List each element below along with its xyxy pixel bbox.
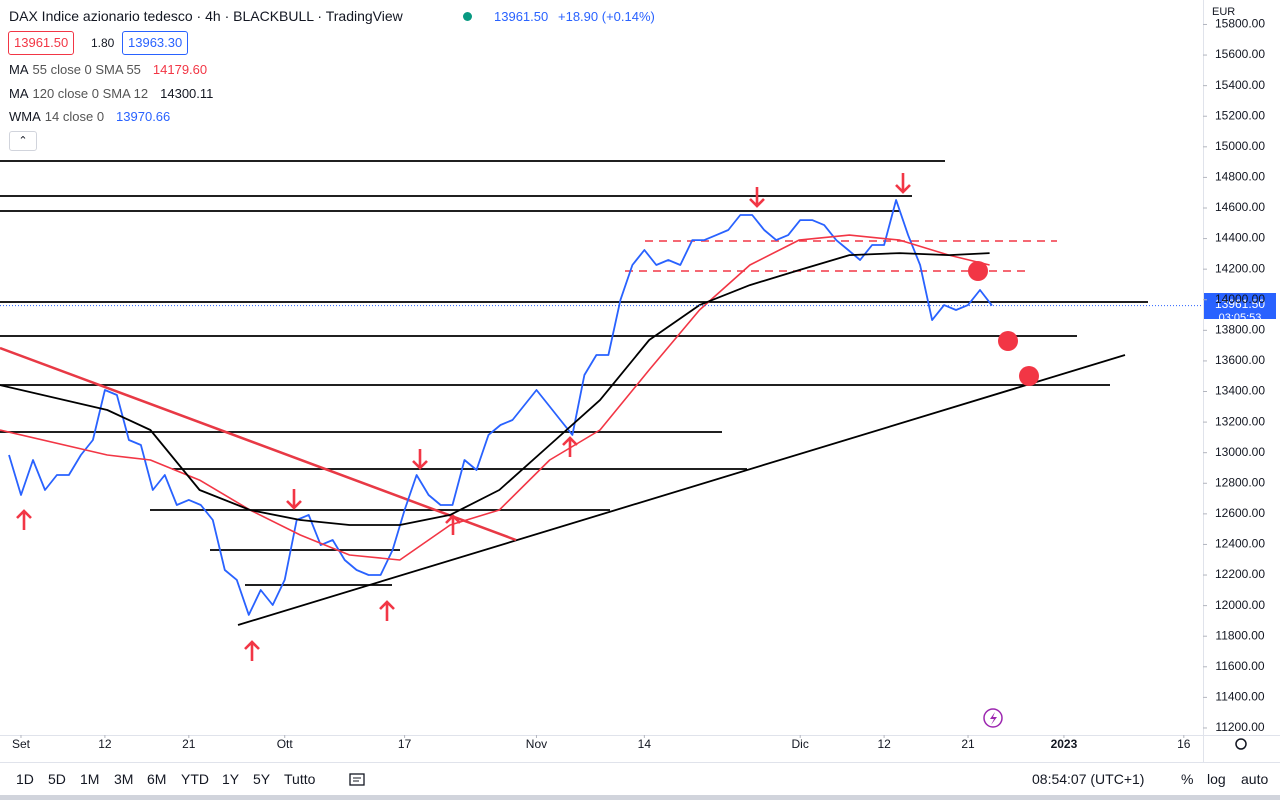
- arrow-down: [412, 449, 428, 470]
- legend-name: WMA: [9, 109, 41, 124]
- x-tick-label: 12: [98, 737, 112, 751]
- y-tick-label: 14800.00: [1215, 170, 1265, 184]
- series-line: [8, 199, 993, 616]
- range-button[interactable]: 5D: [48, 771, 66, 787]
- clock[interactable]: 08:54:07 (UTC+1): [1032, 771, 1145, 787]
- x-tick-label: Set: [12, 737, 31, 751]
- y-tick-label: 15200.00: [1215, 108, 1265, 122]
- ask[interactable]: 13963.30: [122, 31, 189, 55]
- y-tick-label: 14400.00: [1215, 231, 1265, 245]
- y-tick-label: 13800.00: [1215, 323, 1265, 337]
- y-tick-label: 15400.00: [1215, 78, 1265, 92]
- legend-value: 14300.11: [160, 86, 214, 101]
- y-tick-label: 11800.00: [1215, 628, 1264, 642]
- range-button[interactable]: YTD: [181, 771, 209, 787]
- arrow-up: [379, 600, 395, 621]
- y-tick-label: 11400.00: [1215, 690, 1264, 704]
- settings-icon[interactable]: [1235, 738, 1247, 750]
- header-change: +18.90 (+0.14%): [558, 9, 655, 24]
- y-tick-label: 13200.00: [1215, 414, 1265, 428]
- spread: 1.80: [91, 36, 115, 50]
- y-tick-label: 11200.00: [1215, 720, 1264, 734]
- legend-value: 13970.66: [116, 109, 171, 124]
- bottom-strip: [0, 795, 1280, 800]
- y-tick-label: 12800.00: [1215, 475, 1265, 489]
- marker-dot: [968, 261, 988, 281]
- y-tick-label: 12000.00: [1215, 598, 1265, 612]
- price-tag-price: 13961.50: [1215, 297, 1265, 311]
- arrow-down: [895, 173, 911, 194]
- legend-name: MA: [9, 86, 29, 101]
- range-button[interactable]: 1Y: [222, 771, 240, 787]
- legend-params: 55 close 0 SMA 55: [32, 62, 141, 77]
- arrow-up: [445, 514, 461, 535]
- x-tick-label: Ott: [277, 737, 294, 751]
- range-button[interactable]: Tutto: [284, 771, 316, 787]
- range-button[interactable]: 3M: [114, 771, 134, 787]
- arrow-up: [16, 509, 32, 530]
- legend-value: 14179.60: [152, 62, 208, 77]
- x-tick-label: Dic: [792, 737, 809, 751]
- trend-line: [0, 346, 517, 542]
- range-button[interactable]: 1D: [16, 771, 34, 787]
- x-tick-label: 12: [877, 737, 891, 751]
- series: [0, 199, 993, 616]
- x-tick-label: 17: [398, 737, 412, 751]
- y-tick-label: 14000.00: [1215, 292, 1265, 306]
- x-tick-label: 2023: [1051, 737, 1078, 751]
- header-price: 13961.50: [494, 9, 549, 24]
- arrow-down: [286, 489, 302, 510]
- x-tick-label: 21: [961, 737, 975, 751]
- y-tick-label: 12200.00: [1215, 567, 1265, 581]
- y-tick-label: 11600.00: [1215, 659, 1264, 673]
- x-tick-label: Nov: [526, 737, 547, 751]
- drawings: [0, 160, 1148, 661]
- price-tag-countdown: 03:05:53: [1219, 312, 1262, 324]
- toolbar: 1D 5D 1M 3M 6M YTD 1Y 5Y Tutto 08:54:07 (UTC+1) …: [0, 762, 1280, 796]
- y-tick-label: 12400.00: [1215, 537, 1265, 551]
- compare-icon[interactable]: [348, 770, 366, 788]
- percent-toggle[interactable]: %: [1181, 771, 1194, 787]
- y-tick-label: 13400.00: [1215, 384, 1265, 398]
- log-toggle[interactable]: log: [1207, 771, 1226, 787]
- x-tick-label: 21: [182, 737, 196, 751]
- y-tick-label: 13000.00: [1215, 445, 1265, 459]
- x-tick-label: 14: [638, 737, 652, 751]
- status-dot: [463, 12, 472, 21]
- alert-icon[interactable]: [983, 708, 1003, 728]
- legend-params: 14 close 0: [44, 109, 105, 124]
- legend-item: MA 120 close 0 SMA 12 14300.11: [9, 86, 213, 101]
- currency[interactable]: EUR: [1212, 6, 1235, 18]
- marker-dot: [1019, 366, 1039, 386]
- y-tick-label: 14600.00: [1215, 200, 1265, 214]
- arrow-down: [749, 187, 765, 208]
- legend-params: 120 close 0 SMA 12: [32, 86, 149, 101]
- legend-item: WMA 14 close 0 13970.66: [9, 109, 170, 124]
- series-line: [0, 252, 990, 526]
- legend-name: MA: [9, 62, 29, 77]
- series-line: [0, 234, 990, 561]
- y-tick-label: 12600.00: [1215, 506, 1265, 520]
- collapse-button[interactable]: ⌃: [9, 131, 37, 151]
- y-tick-label: 13600.00: [1215, 353, 1265, 367]
- marker-dot: [998, 331, 1018, 351]
- y-tick-label: 15600.00: [1215, 47, 1265, 61]
- chart: 13961.50 03:05:53 EUR 11200.00 11400.00 11…: [0, 0, 1280, 762]
- y-tick-label: 15000.00: [1215, 139, 1265, 153]
- range-button[interactable]: 5Y: [253, 771, 271, 787]
- auto-toggle[interactable]: auto: [1241, 771, 1269, 787]
- y-tick-label: 15800.00: [1215, 17, 1265, 31]
- price-tag: [1204, 293, 1276, 319]
- title: DAX Indice azionario tedesco · 4h · BLAC…: [9, 8, 403, 24]
- x-tick-label: 16: [1177, 737, 1191, 751]
- trend-line: [237, 354, 1126, 626]
- arrow-up: [244, 640, 260, 661]
- y-tick-label: 14200.00: [1215, 261, 1265, 275]
- range-button[interactable]: 6M: [147, 771, 167, 787]
- bid[interactable]: 13961.50: [8, 31, 75, 55]
- legend-item: MA 55 close 0 SMA 55 14179.60: [9, 62, 207, 77]
- range-button[interactable]: 1M: [80, 771, 100, 787]
- alert-icon: [990, 712, 997, 725]
